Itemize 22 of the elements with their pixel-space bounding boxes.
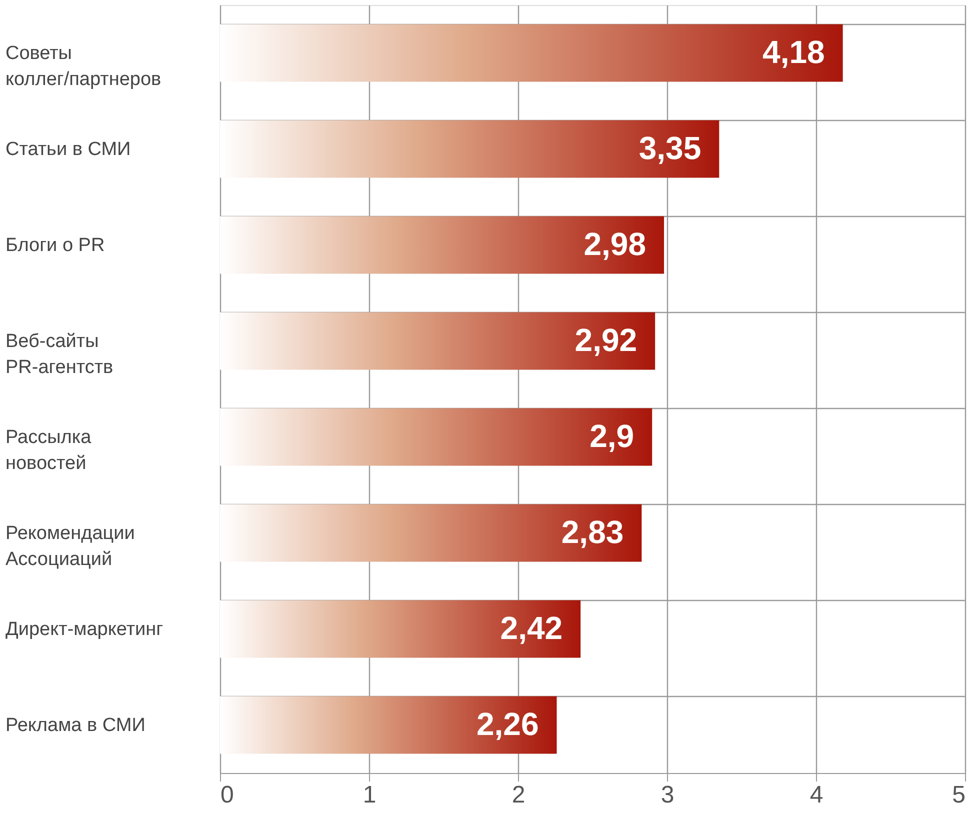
- y-tick-label: Рассылка новостей: [6, 427, 92, 474]
- data-label: 3,35: [638, 130, 702, 166]
- x-tick-label: 1: [362, 782, 376, 808]
- x-tick-label: 2: [512, 782, 526, 808]
- x-tick-label: 0: [220, 782, 234, 808]
- x-tick-label: 4: [810, 782, 824, 808]
- y-tick-label: Реклама в СМИ: [6, 715, 146, 736]
- data-label: 4,18: [762, 34, 825, 70]
- y-tick-label: Веб-сайты PR-агентств: [6, 331, 114, 378]
- data-label: 2,92: [574, 322, 638, 358]
- y-tick-label: Статьи в СМИ: [6, 139, 131, 160]
- y-tick-label: Блоги о PR: [6, 235, 105, 256]
- y-tick-label: Рекомендации Ассоциаций: [6, 523, 135, 570]
- data-label: 2,98: [584, 226, 646, 262]
- x-tick-label: 5: [952, 782, 966, 808]
- x-tick-label: 3: [660, 782, 674, 808]
- data-label: 2,9: [590, 418, 634, 454]
- data-label: 2,83: [561, 514, 624, 550]
- data-label: 2,42: [500, 610, 563, 646]
- y-tick-label: Советы коллег/партнеров: [6, 43, 162, 90]
- data-label: 2,26: [476, 706, 539, 742]
- y-tick-label: Директ-маркетинг: [6, 619, 164, 640]
